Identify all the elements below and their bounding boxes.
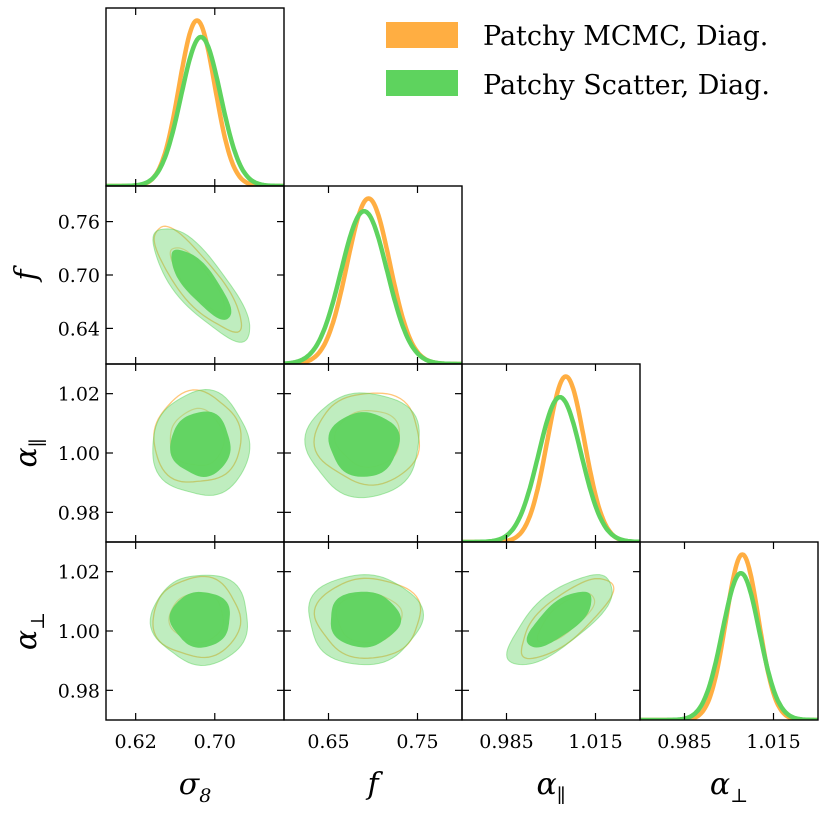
- x-axis-title-s8: σ8: [179, 767, 212, 807]
- contour-95-mcmc: [313, 392, 421, 486]
- legend-swatch-patchy-scatter: [386, 70, 458, 96]
- contours-layer: [149, 225, 615, 667]
- x-tick-label-aperp: 1.015: [746, 731, 800, 753]
- y-tick-label-aperp: 0.98: [58, 680, 100, 702]
- y-tick-label-f: 0.76: [58, 212, 100, 234]
- x-tick-label-s8: 0.70: [194, 731, 236, 753]
- contour-panel-f-vs-s8: [152, 225, 251, 343]
- legend-swatch-patchy-mcmc: [386, 22, 458, 48]
- marginal-curve-mcmc: [640, 552, 818, 720]
- contour-68-scatter: [330, 591, 402, 648]
- marginal-panel-aperp: [640, 552, 818, 720]
- y-tick-label-apar: 1.02: [58, 384, 100, 406]
- y-tick-label-apar: 0.98: [58, 502, 100, 524]
- x-tick-label-apar: 1.015: [568, 731, 622, 753]
- contour-95-mcmc: [153, 225, 243, 333]
- x-tick-label-aperp: 0.985: [657, 731, 711, 753]
- contour-68-scatter: [169, 591, 230, 648]
- labels-layer: 0.62 0.70 0.65 0.75 0.985 1.015 0.985 1.015 0.64…: [9, 212, 801, 807]
- ticks-layer: [106, 8, 775, 720]
- contour-panel-apar-vs-f: [304, 392, 421, 499]
- marginal-panel-apar: [462, 374, 640, 542]
- x-tick-label-apar: 0.985: [479, 731, 533, 753]
- y-tick-label-aperp: 1.00: [58, 621, 100, 643]
- x-axis-title-f: f: [365, 767, 383, 802]
- marginal-curve-scatter: [284, 208, 462, 364]
- y-tick-label-f: 0.64: [58, 318, 100, 340]
- contour-95-mcmc: [152, 575, 242, 659]
- x-tick-label-s8: 0.62: [115, 731, 157, 753]
- panel-frame-apar-apar: [461, 363, 641, 543]
- marginal-curve-scatter: [640, 570, 818, 720]
- contour-panel-apar-vs-s8: [152, 388, 251, 496]
- contour-panel-aperp-vs-f: [308, 574, 425, 666]
- contour-95-mcmc: [520, 577, 615, 660]
- x-axis-title-apar: α∥: [536, 767, 565, 807]
- contour-68-scatter: [526, 591, 592, 648]
- marginal-panel-f: [284, 196, 462, 364]
- contour-panel-aperp-vs-s8: [149, 574, 249, 667]
- marginal-curve-scatter: [462, 394, 640, 542]
- panel-frame-f-f: [283, 185, 463, 365]
- contour-68-scatter: [328, 412, 400, 477]
- legend-label-patchy-mcmc: Patchy MCMC, Diag.: [483, 21, 768, 52]
- marginal-panel-s8: [106, 18, 284, 186]
- contour-68-scatter: [170, 411, 231, 477]
- contour-panel-aperp-vs-apar: [506, 574, 615, 666]
- panel-frame-s8-s8: [105, 7, 285, 187]
- panel-frame-aperp-aperp: [639, 541, 819, 721]
- y-tick-label-apar: 1.00: [58, 443, 100, 465]
- x-axis-title-aperp: α⊥: [710, 767, 748, 807]
- y-axis-title-apar: α∥: [9, 438, 49, 467]
- y-axis-title-f: f: [9, 265, 44, 283]
- x-tick-label-f: 0.75: [396, 731, 438, 753]
- y-tick-label-aperp: 1.02: [58, 562, 100, 584]
- y-axis-title-aperp: α⊥: [9, 612, 49, 650]
- legend: Patchy MCMC, Diag. Patchy Scatter, Diag.: [386, 21, 770, 101]
- x-tick-label-f: 0.65: [307, 731, 349, 753]
- marginal-curve-scatter: [106, 34, 284, 186]
- y-tick-label-f: 0.70: [58, 265, 100, 287]
- legend-label-patchy-scatter: Patchy Scatter, Diag.: [483, 70, 770, 101]
- contour-95-mcmc: [313, 577, 422, 659]
- contour-68-scatter: [171, 249, 232, 320]
- marginal-curve-mcmc: [462, 374, 640, 542]
